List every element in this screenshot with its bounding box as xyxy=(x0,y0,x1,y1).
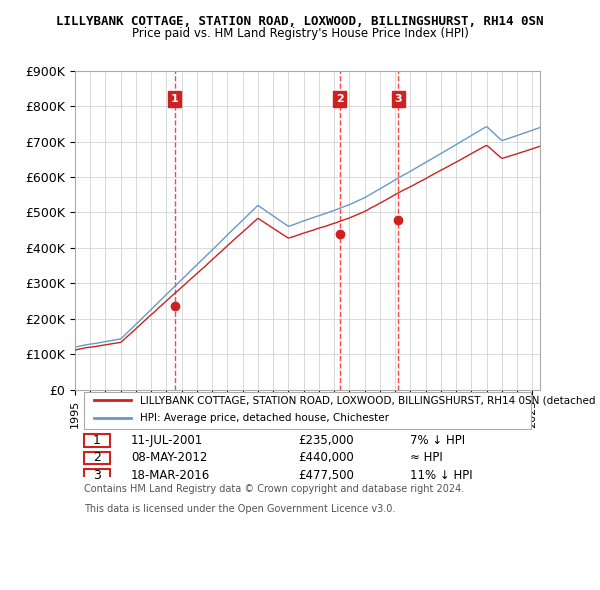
Text: 18-MAR-2016: 18-MAR-2016 xyxy=(131,469,210,482)
Text: 3: 3 xyxy=(93,469,101,482)
Text: 2: 2 xyxy=(336,94,344,104)
FancyBboxPatch shape xyxy=(84,392,531,429)
Text: £235,000: £235,000 xyxy=(298,434,354,447)
Text: Price paid vs. HM Land Registry's House Price Index (HPI): Price paid vs. HM Land Registry's House … xyxy=(131,27,469,40)
FancyBboxPatch shape xyxy=(84,452,110,464)
Text: 11-JUL-2001: 11-JUL-2001 xyxy=(131,434,203,447)
Text: ≈ HPI: ≈ HPI xyxy=(410,451,443,464)
Text: Contains HM Land Registry data © Crown copyright and database right 2024.: Contains HM Land Registry data © Crown c… xyxy=(84,484,464,494)
Text: This data is licensed under the Open Government Licence v3.0.: This data is licensed under the Open Gov… xyxy=(84,504,395,513)
Text: HPI: Average price, detached house, Chichester: HPI: Average price, detached house, Chic… xyxy=(140,412,389,422)
Text: 11% ↓ HPI: 11% ↓ HPI xyxy=(410,469,472,482)
Text: 1: 1 xyxy=(93,434,101,447)
Text: 2: 2 xyxy=(93,451,101,464)
Text: 1: 1 xyxy=(170,94,178,104)
Text: 7% ↓ HPI: 7% ↓ HPI xyxy=(410,434,465,447)
Text: 08-MAY-2012: 08-MAY-2012 xyxy=(131,451,207,464)
FancyBboxPatch shape xyxy=(84,470,110,481)
Text: LILLYBANK COTTAGE, STATION ROAD, LOXWOOD, BILLINGSHURST, RH14 0SN: LILLYBANK COTTAGE, STATION ROAD, LOXWOOD… xyxy=(56,15,544,28)
Text: £440,000: £440,000 xyxy=(298,451,354,464)
FancyBboxPatch shape xyxy=(84,434,110,447)
Text: 3: 3 xyxy=(395,94,402,104)
Text: LILLYBANK COTTAGE, STATION ROAD, LOXWOOD, BILLINGSHURST, RH14 0SN (detached: LILLYBANK COTTAGE, STATION ROAD, LOXWOOD… xyxy=(140,395,596,405)
Text: £477,500: £477,500 xyxy=(298,469,354,482)
